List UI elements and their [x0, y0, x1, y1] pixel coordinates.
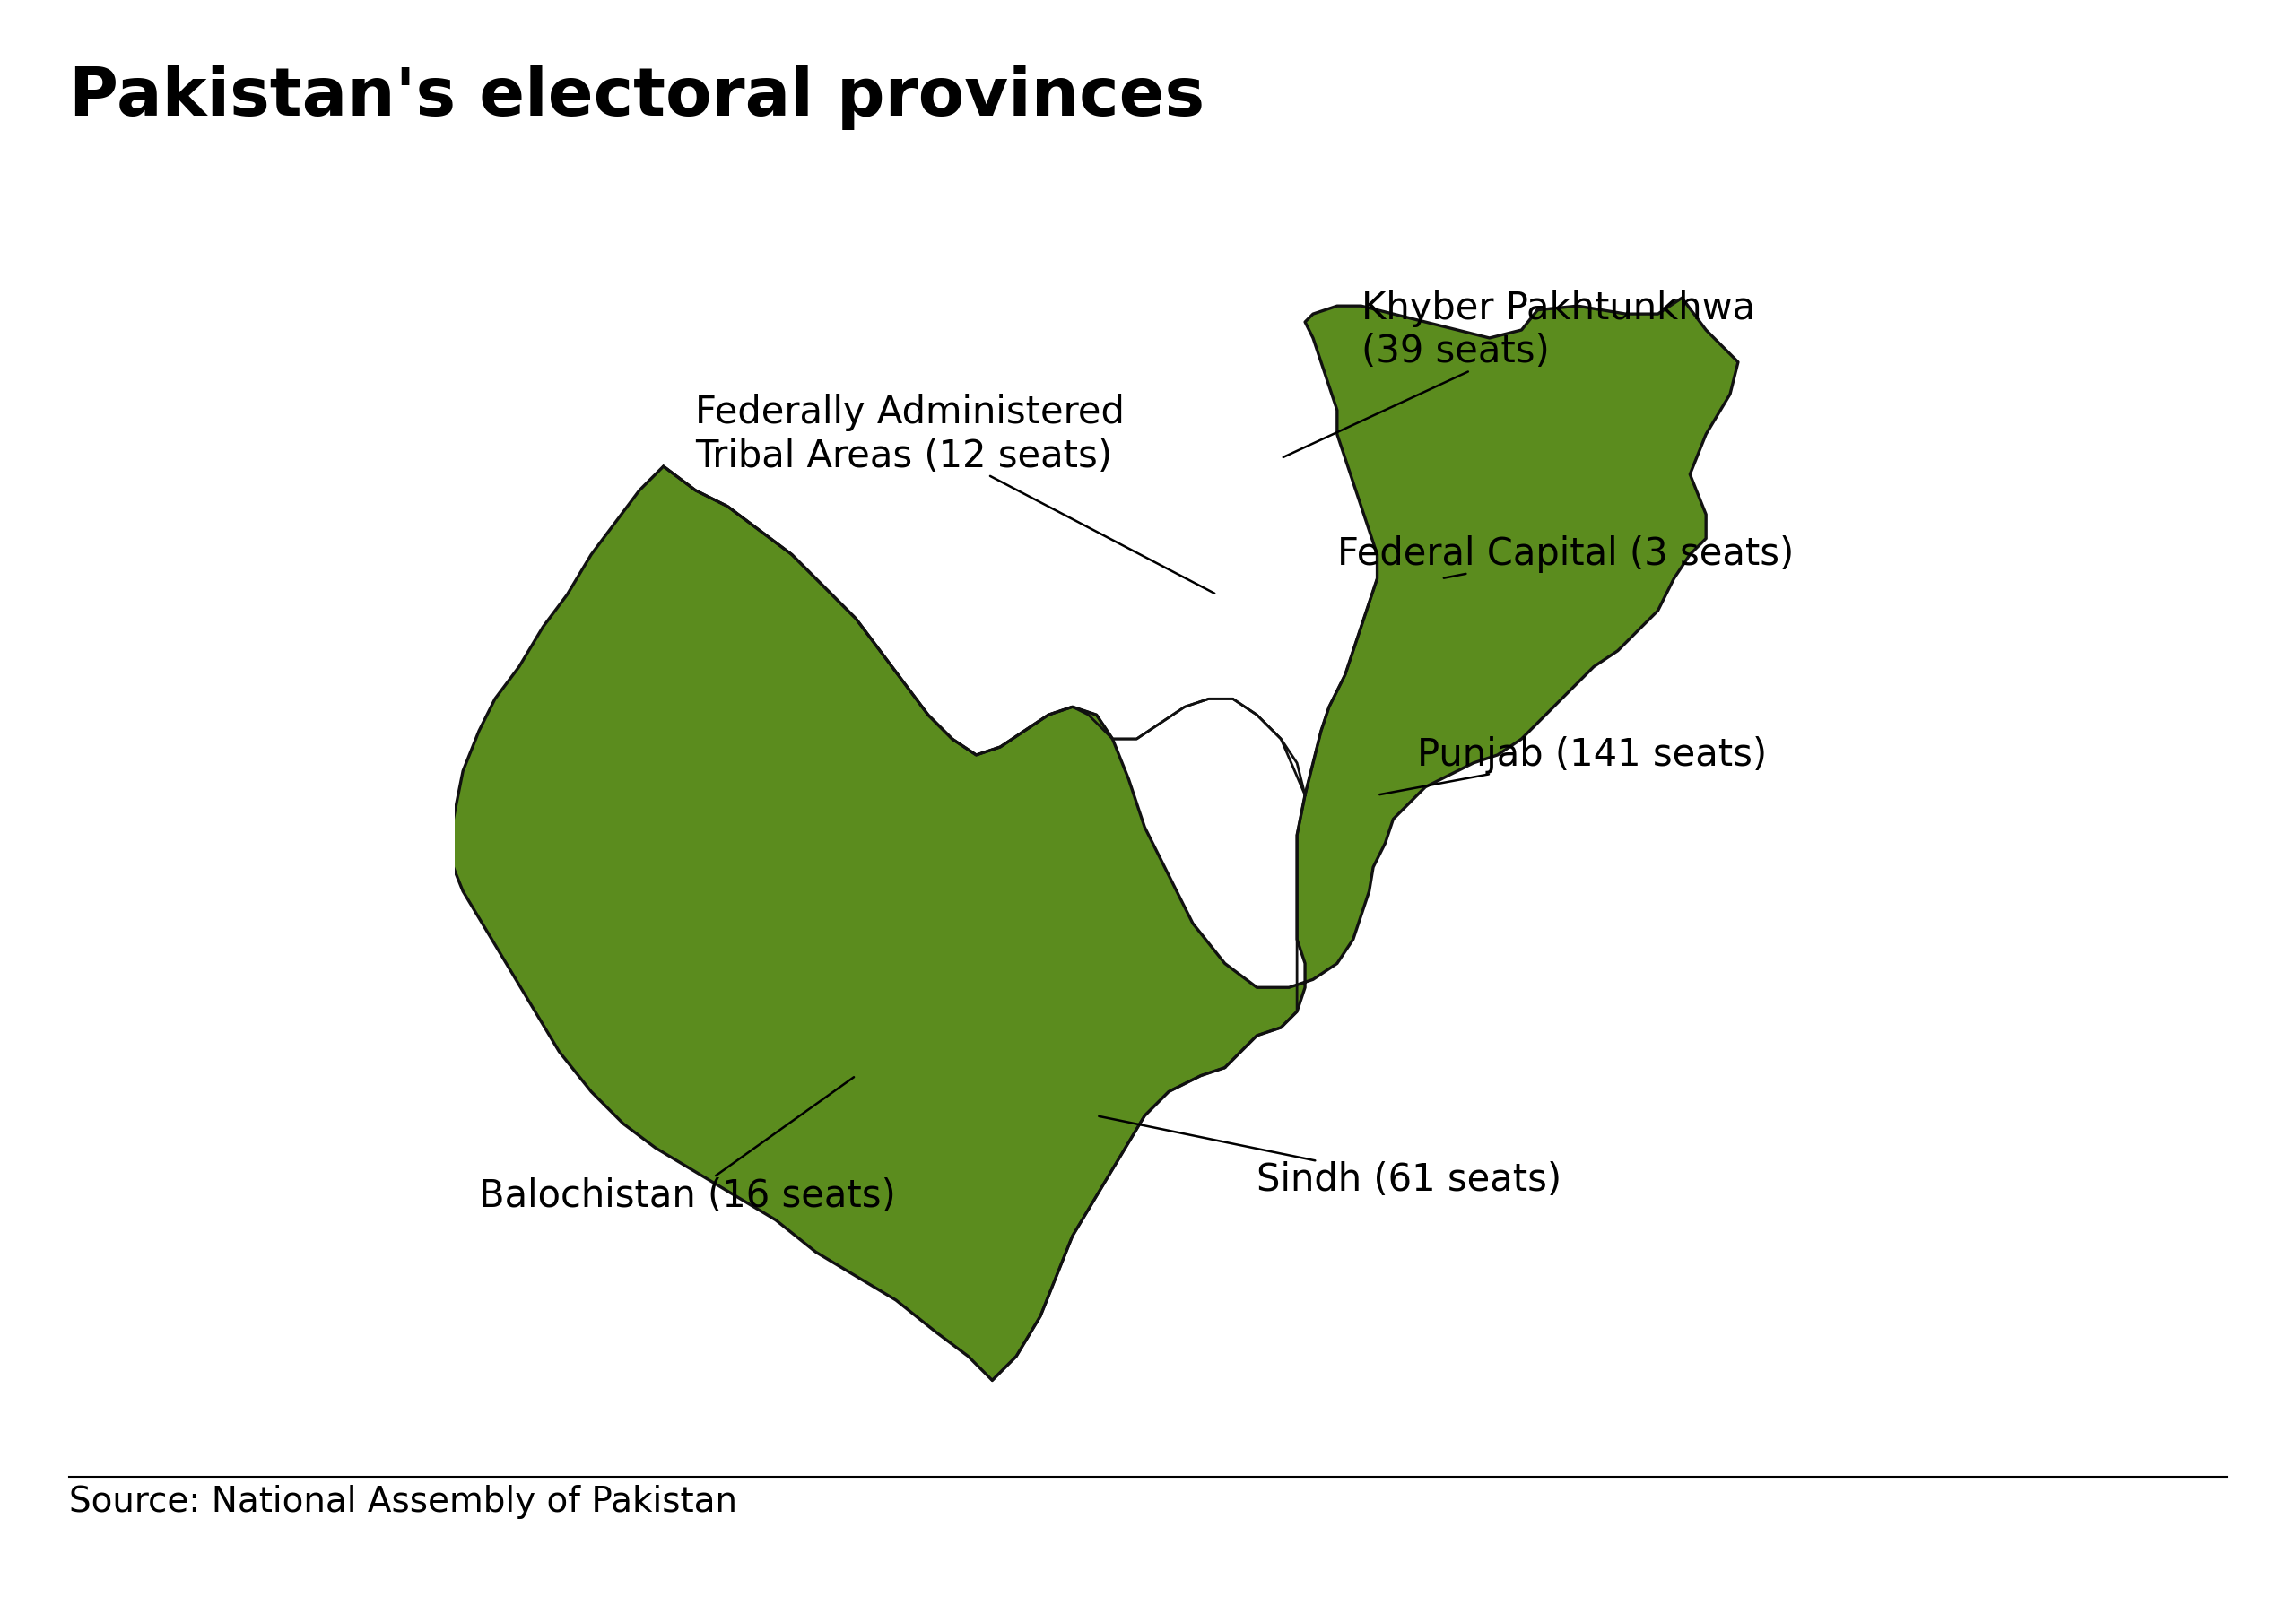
Text: Source: National Assembly of Pakistan: Source: National Assembly of Pakistan [69, 1485, 737, 1519]
Text: Balochistan (16 seats): Balochistan (16 seats) [480, 1077, 895, 1215]
Text: Pakistan's electoral provinces: Pakistan's electoral provinces [69, 65, 1205, 131]
Text: Khyber Pakhtunkhwa
(39 seats): Khyber Pakhtunkhwa (39 seats) [1283, 289, 1754, 457]
Text: Punjab (141 seats): Punjab (141 seats) [1380, 736, 1768, 794]
Polygon shape [448, 299, 1738, 1380]
Text: Sindh (61 seats): Sindh (61 seats) [1100, 1117, 1561, 1199]
Text: Federally Administered
Tribal Areas (12 seats): Federally Administered Tribal Areas (12 … [696, 394, 1215, 594]
Text: Federal Capital (3 seats): Federal Capital (3 seats) [1336, 536, 1793, 578]
